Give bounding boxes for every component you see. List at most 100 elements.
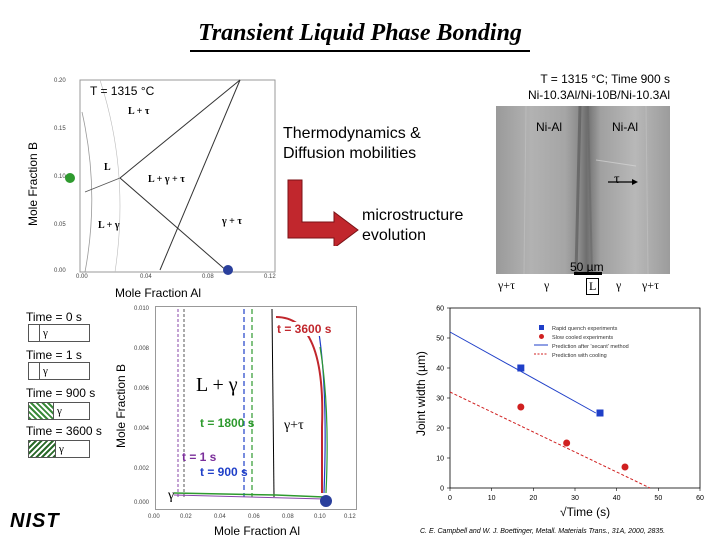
label-t1: t = 1 s — [182, 450, 217, 464]
pd-ytick-000: 0.00 — [54, 268, 66, 274]
liquidus-curve — [81, 111, 93, 273]
diffusion-path-svg — [173, 308, 332, 507]
pp-ytick-0008: 0.008 — [134, 346, 150, 352]
tie-line-1 — [119, 79, 241, 179]
citation: C. E. Campbell and W. J. Boettinger, Met… — [420, 528, 666, 535]
chart-axes: 0 10 20 30 40 50 60 0 10 20 30 40 50 60 — [436, 306, 704, 503]
data-point-circle — [621, 463, 629, 471]
phase-label-gamma-right: γ — [616, 278, 622, 292]
legend-entry: Slow cooled experiments — [552, 335, 613, 341]
time-legend: Time = 0 s γ Time = 1 s γ Time = 900 s γ… — [26, 310, 126, 460]
microstructure-note: microstructure evolution — [362, 207, 464, 244]
pd-xtick-008: 0.08 — [202, 274, 214, 280]
pp-xtick-012: 0.12 — [344, 514, 356, 520]
models-note: Thermodynamics & Diffusion mobilities — [283, 125, 421, 162]
time-1-label: Time = 1 s — [26, 348, 82, 362]
micrograph-tau: τ — [614, 172, 620, 187]
pd-ytick-015: 0.15 — [54, 126, 66, 132]
pp-region-l-gamma: L + γ — [196, 374, 238, 396]
pp-ytick-0006: 0.006 — [134, 386, 150, 392]
pp-xtick-002: 0.02 — [180, 514, 192, 520]
composition-point-solid — [223, 265, 233, 275]
time-900-label: Time = 900 s — [26, 386, 96, 400]
joint-width-chart: 0 10 20 30 40 50 60 0 10 20 30 40 50 60 Rapid quench … — [436, 306, 704, 503]
chart-lines — [449, 331, 651, 489]
scale-label: 50 µm — [570, 260, 604, 274]
pd-ylabel: Mole Fraction B — [26, 141, 40, 226]
tie-line-2 — [119, 177, 229, 273]
phase-diagram-svg — [65, 79, 276, 275]
legend-entry: Prediction with cooling — [552, 353, 607, 359]
tie-line-3 — [159, 79, 241, 271]
time-3600-box: γ — [28, 440, 90, 458]
x-tick-label: 20 — [529, 495, 537, 502]
pd-region-l-gamma-tau: L + γ + τ — [148, 174, 185, 185]
series-line-3 — [449, 391, 651, 489]
micrograph-texture — [523, 105, 649, 275]
chart-legend: Rapid quench experiments Slow cooled expe… — [534, 325, 629, 359]
chart-points — [517, 364, 629, 471]
nist-logo: NIST — [10, 510, 60, 532]
slide-title: Transient Liquid Phase Bonding — [198, 20, 522, 46]
pd-ytick-010: 0.10 — [54, 174, 66, 180]
label-t3600: t = 3600 s — [276, 322, 333, 336]
title-underline — [190, 50, 530, 52]
data-point-square — [596, 409, 604, 417]
time-0-box: γ — [28, 324, 90, 342]
pp-ytick-0010: 0.010 — [134, 306, 150, 312]
pp-xtick-010: 0.10 — [314, 514, 326, 520]
label-t1800: t = 1800 s — [200, 416, 255, 430]
path-solid-line — [271, 308, 275, 498]
boundary-curve-1 — [99, 79, 121, 273]
y-tick-label: 30 — [436, 396, 444, 403]
legend-square-marker — [539, 325, 544, 330]
chart-plot-area — [449, 307, 701, 489]
legend-circle-marker — [539, 334, 544, 339]
micrograph-label-left: Ni-Al — [536, 120, 562, 134]
y-tick-label: 20 — [436, 426, 444, 433]
y-tick-label: 40 — [436, 366, 444, 373]
process-arrow — [287, 179, 359, 246]
bottom-path-purple — [173, 494, 325, 500]
data-point-square — [517, 364, 525, 372]
data-point-circle — [517, 403, 525, 411]
data-point-circle — [563, 439, 571, 447]
pd-region-l: L — [104, 162, 111, 173]
chart-ylabel: Joint width (µm) — [414, 351, 428, 436]
pd-condition: T = 1315 °C — [90, 84, 155, 98]
legend-entry: Rapid quench experiments — [552, 326, 618, 332]
pp-xtick-004: 0.04 — [214, 514, 226, 520]
pd-xtick-012: 0.12 — [264, 274, 276, 280]
legend-entry: Prediction after 'secant' method — [552, 344, 629, 350]
y-tick-label: 60 — [436, 306, 444, 313]
x-tick-label: 60 — [696, 495, 704, 502]
micrograph-label-right: Ni-Al — [612, 120, 638, 134]
arrow-shape — [287, 179, 359, 246]
time-3600-label: Time = 3600 s — [26, 424, 102, 438]
composition-point-liquid — [65, 173, 75, 183]
phase-diagram-frame — [79, 79, 276, 273]
x-tick-label: 50 — [654, 495, 662, 502]
x-tick-label: 30 — [571, 495, 579, 502]
phase-label-gamma-tau-right: γ+τ — [642, 278, 659, 292]
phase-label-gamma-left: γ — [544, 278, 550, 292]
chart-xlabel: √Time (s) — [560, 505, 611, 519]
time-1-box: γ — [28, 362, 90, 380]
pd-region-gamma-tau: γ + τ — [222, 216, 242, 227]
pp-ytick-0000: 0.000 — [134, 500, 150, 506]
pp-region-gamma: γ — [168, 488, 175, 503]
pp-xtick-008: 0.08 — [282, 514, 294, 520]
boundary-red — [275, 316, 324, 493]
pp-region-gamma-tau: γ+τ — [284, 418, 304, 433]
scale-bar — [574, 272, 602, 275]
phase-label-gamma-tau-left: γ+τ — [498, 278, 515, 292]
pp-ylabel: Mole Fraction B — [114, 363, 128, 448]
pd-region-l-gamma: L + γ — [98, 220, 120, 231]
time-900-box: γ — [28, 402, 90, 420]
tie-line-4 — [84, 177, 121, 193]
pp-xtick-000: 0.00 — [148, 514, 160, 520]
x-tick-label: 10 — [488, 495, 496, 502]
micrograph-condition-2: Ni-10.3Al/Ni-10B/Ni-10.3Al — [527, 88, 670, 102]
pd-ytick-020: 0.20 — [54, 78, 66, 84]
x-tick-label: 40 — [613, 495, 621, 502]
